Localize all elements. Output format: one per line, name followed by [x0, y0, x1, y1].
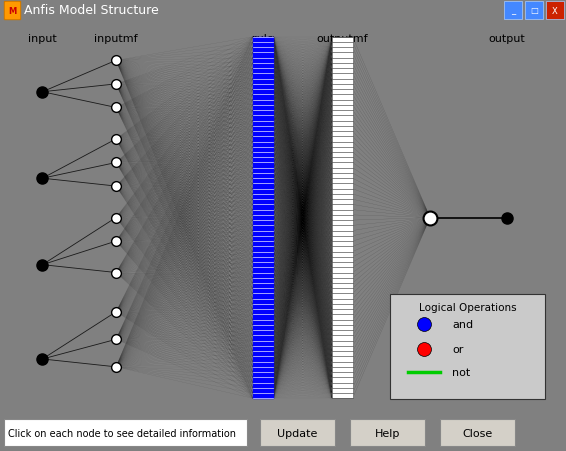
Bar: [253, 37, 273, 398]
Text: inputmf: inputmf: [94, 34, 138, 44]
Text: not: not: [452, 367, 470, 377]
Bar: [332, 37, 353, 398]
Bar: [546, 2, 564, 20]
Text: Close: Close: [462, 428, 492, 438]
Text: Click on each node to see detailed information: Click on each node to see detailed infor…: [8, 428, 236, 438]
Text: M: M: [8, 6, 16, 15]
Text: _: _: [511, 6, 515, 15]
Text: outputmf: outputmf: [316, 34, 368, 44]
Bar: [4, 419, 247, 446]
Text: rule: rule: [252, 34, 274, 44]
Text: Anfis Model Structure: Anfis Model Structure: [24, 5, 158, 18]
Bar: [525, 2, 543, 20]
Text: and: and: [452, 319, 473, 329]
Bar: [350, 419, 425, 446]
Text: Help: Help: [375, 428, 400, 438]
Text: output: output: [488, 34, 525, 44]
Text: □: □: [530, 6, 538, 15]
Bar: [390, 295, 545, 399]
Bar: [260, 419, 335, 446]
Text: Logical Operations: Logical Operations: [419, 302, 516, 312]
Bar: [440, 419, 515, 446]
Bar: [5, 3, 19, 19]
Text: input: input: [28, 34, 57, 44]
Text: Update: Update: [277, 428, 318, 438]
Text: X: X: [552, 6, 558, 15]
Bar: [4, 2, 20, 20]
Text: or: or: [452, 344, 464, 354]
Bar: [504, 2, 522, 20]
